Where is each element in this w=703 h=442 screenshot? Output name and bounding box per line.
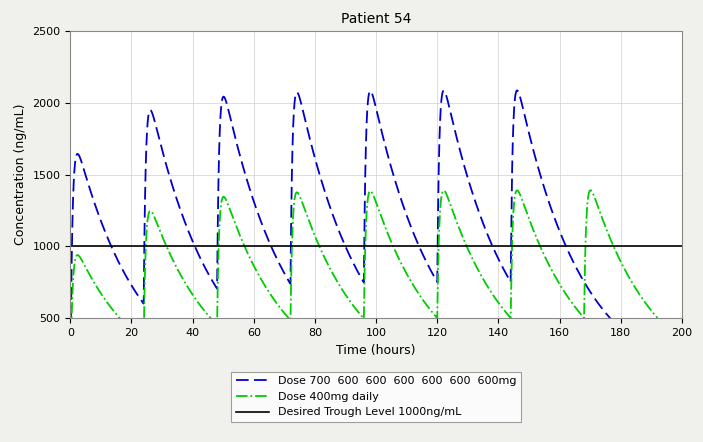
Dose 400mg daily xyxy=(66,387,75,392)
Line: Dose 700  600  600  600  600  600  600mg: Dose 700 600 600 600 600 600 600mg xyxy=(70,91,657,390)
Dose 700  600  600  600  600  600  600mg xyxy=(439,88,448,93)
Dose 400mg daily xyxy=(533,236,541,241)
Y-axis label: Concentration (ng/mL): Concentration (ng/mL) xyxy=(14,104,27,245)
Title: Patient 54: Patient 54 xyxy=(341,11,411,26)
Dose 400mg daily xyxy=(653,315,662,320)
Dose 400mg daily xyxy=(586,188,595,193)
Dose 400mg daily xyxy=(278,309,287,314)
Legend: Dose 700  600  600  600  600  600  600mg, Dose 400mg daily, Desired Trough Level: Dose 700 600 600 600 600 600 600mg, Dose… xyxy=(231,372,521,422)
Dose 700  600  600  600  600  600  600mg xyxy=(96,215,104,221)
X-axis label: Time (hours): Time (hours) xyxy=(336,343,416,357)
Dose 700  600  600  600  600  600  600mg xyxy=(513,88,522,93)
Dose 400mg daily xyxy=(413,290,422,295)
Dose 400mg daily xyxy=(501,309,510,315)
Dose 700  600  600  600  600  600  600mg xyxy=(413,240,422,246)
Dose 700  600  600  600  600  600  600mg xyxy=(66,387,75,392)
Dose 700  600  600  600  600  600  600mg xyxy=(501,270,510,275)
Dose 700  600  600  600  600  600  600mg xyxy=(533,161,541,166)
Dose 400mg daily xyxy=(96,289,104,294)
Dose 700  600  600  600  600  600  600mg xyxy=(653,353,662,358)
Line: Dose 400mg daily: Dose 400mg daily xyxy=(70,191,657,390)
Desired Trough Level 1000ng/mL xyxy=(69,244,77,249)
Dose 400mg daily xyxy=(439,188,448,193)
Desired Trough Level 1000ng/mL xyxy=(66,244,75,249)
Dose 700  600  600  600  600  600  600mg xyxy=(278,268,287,273)
